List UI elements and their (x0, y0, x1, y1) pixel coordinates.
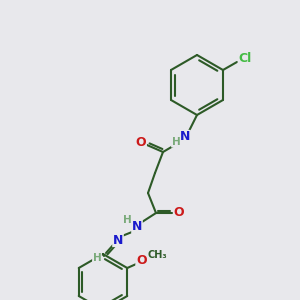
Text: CH₃: CH₃ (147, 250, 167, 260)
Text: H: H (93, 253, 101, 263)
Text: N: N (180, 130, 190, 143)
Text: N: N (113, 233, 123, 247)
Text: O: O (136, 136, 146, 148)
Text: O: O (174, 206, 184, 220)
Text: H: H (172, 137, 180, 147)
Text: O: O (136, 254, 147, 266)
Text: Cl: Cl (238, 52, 252, 65)
Text: H: H (123, 215, 131, 225)
Text: N: N (132, 220, 142, 233)
